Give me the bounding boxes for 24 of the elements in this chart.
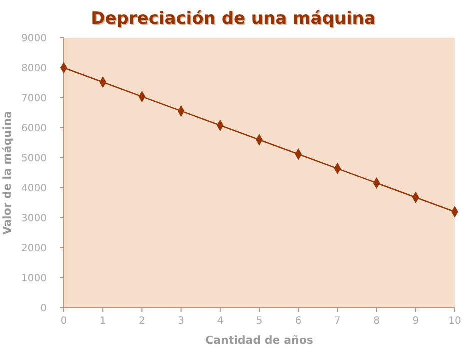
- y-tick-label: 3000: [22, 214, 47, 224]
- x-tick-label: 10: [448, 316, 462, 327]
- x-tick-label: 4: [217, 316, 224, 327]
- y-tick-label: 5000: [22, 154, 47, 164]
- y-axis-title: Valor de la máquina: [1, 111, 14, 235]
- x-axis-title: Cantidad de años: [206, 334, 314, 347]
- x-tick-label: 3: [178, 316, 184, 327]
- y-tick-label: 9000: [22, 34, 47, 44]
- x-tick-label: 9: [412, 316, 420, 327]
- y-tick-label: 4000: [22, 184, 47, 194]
- x-tick-label: 1: [100, 316, 106, 327]
- y-tick-label: 2000: [22, 244, 47, 254]
- x-tick-label: 7: [334, 316, 341, 327]
- x-tick-label: 8: [374, 316, 380, 327]
- y-tick-label: 0: [40, 304, 47, 314]
- x-tick-label: 6: [295, 316, 302, 327]
- x-tick-label: 2: [139, 316, 146, 327]
- y-tick-label: 6000: [22, 124, 47, 134]
- x-tick-label: 0: [60, 316, 68, 327]
- y-tick-label: 7000: [22, 94, 47, 104]
- y-tick-label: 1000: [22, 274, 47, 284]
- y-tick-label: 8000: [22, 64, 47, 74]
- chart-title: Depreciación de una máquina: [92, 10, 377, 30]
- x-tick-label: 5: [256, 316, 263, 327]
